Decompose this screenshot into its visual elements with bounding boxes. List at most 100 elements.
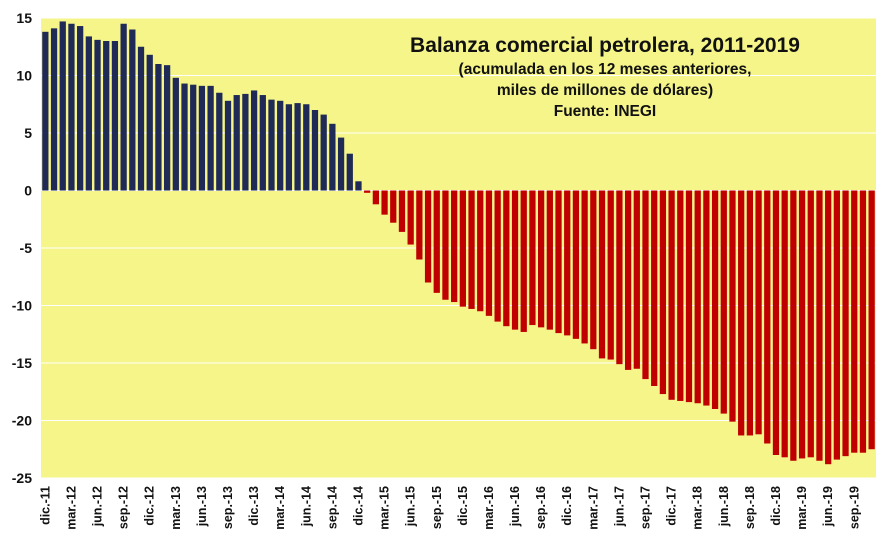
bar <box>572 190 580 339</box>
x-tick-label: sep.-17 <box>639 486 653 529</box>
y-tick-labels: 15 10 5 0 -5 -10 -15 -20 -25 <box>12 10 32 486</box>
bar <box>250 90 258 191</box>
bar <box>598 190 606 359</box>
bar <box>163 65 171 191</box>
bar <box>459 190 466 307</box>
bar <box>259 95 266 191</box>
x-tick-label: jun.-19 <box>821 486 835 527</box>
bar <box>738 190 745 436</box>
bar <box>146 54 153 191</box>
x-tick-label: mar.-15 <box>378 486 392 530</box>
bar <box>729 190 736 422</box>
bar <box>859 190 867 453</box>
bar <box>503 190 510 327</box>
bar <box>207 85 214 191</box>
bar <box>633 190 640 369</box>
x-tick-label: jun.-17 <box>612 486 626 527</box>
bar <box>268 99 275 191</box>
bar <box>294 103 301 191</box>
bar <box>198 85 206 191</box>
x-tick-label: sep.-16 <box>534 486 548 529</box>
x-tick-label: mar.-13 <box>169 486 183 530</box>
grid-lines <box>41 17 876 479</box>
bar <box>94 39 101 191</box>
x-tick-labels: dic.-11 mar.-12 jun.-12 sep.-12 dic.-12 mar.-… <box>38 486 861 530</box>
x-tick-label: dic.-12 <box>143 486 157 526</box>
bar <box>807 190 814 458</box>
bar <box>677 190 684 401</box>
bar <box>433 190 440 293</box>
bar <box>685 190 693 403</box>
x-tick-label: dic.-11 <box>38 486 52 525</box>
bar <box>77 26 84 191</box>
bar <box>172 77 179 191</box>
bar <box>372 190 379 205</box>
bar <box>711 190 719 409</box>
x-tick-label: sep.-19 <box>847 486 861 529</box>
bar <box>651 190 658 386</box>
bar <box>746 190 754 436</box>
y-tick-label: -10 <box>12 298 32 314</box>
x-tick-label: jun.-18 <box>717 486 731 527</box>
bar <box>190 84 197 191</box>
bar <box>842 190 849 457</box>
bar <box>668 190 675 400</box>
bar <box>311 110 319 191</box>
bar <box>277 100 284 191</box>
bar <box>233 95 240 191</box>
x-tick-label: mar.-16 <box>482 486 496 530</box>
bar <box>703 190 710 406</box>
bar <box>624 190 632 370</box>
bar <box>364 190 371 193</box>
bar <box>555 190 562 334</box>
bar <box>285 104 293 191</box>
bar <box>816 190 823 461</box>
bar <box>494 190 501 322</box>
bar <box>477 190 484 312</box>
y-tick-label: 15 <box>16 10 32 26</box>
bar <box>564 190 571 336</box>
bar <box>85 36 92 191</box>
bar <box>381 190 388 215</box>
bar <box>798 190 806 459</box>
chart-subtitle-line2: miles de millones de dólares) <box>496 82 714 99</box>
x-tick-label: sep.-18 <box>743 486 757 529</box>
bar <box>50 28 58 191</box>
bar <box>659 190 667 395</box>
bar <box>329 123 336 191</box>
bar <box>398 190 406 232</box>
bar <box>616 190 623 365</box>
bar <box>111 41 119 191</box>
bar <box>155 64 162 191</box>
bar <box>242 93 249 191</box>
bar <box>755 190 762 435</box>
x-tick-label: jun.-16 <box>508 486 522 527</box>
y-tick-label: 5 <box>24 125 32 141</box>
bar <box>642 190 649 380</box>
bar <box>720 190 727 414</box>
bar <box>520 190 527 332</box>
x-tick-label: sep.-12 <box>117 486 131 529</box>
chart-title: Balanza comercial petrolera, 2011-2019 <box>410 34 800 57</box>
x-tick-label: sep.-15 <box>430 486 444 529</box>
bar <box>181 83 188 191</box>
y-tick-label: -25 <box>12 470 32 486</box>
x-tick-label: dic.-14 <box>351 486 365 526</box>
bar <box>103 41 110 191</box>
bars <box>42 21 875 465</box>
bar <box>511 190 519 330</box>
bar <box>764 190 771 444</box>
bar <box>129 29 136 191</box>
bar <box>485 190 493 316</box>
bar <box>468 190 475 309</box>
bar <box>416 190 423 260</box>
bar <box>224 100 232 191</box>
bar <box>59 21 66 191</box>
x-tick-label: mar.-12 <box>64 486 78 530</box>
bar <box>451 190 458 303</box>
x-tick-label: mar.-18 <box>691 486 705 530</box>
x-tick-label: dic.-16 <box>560 486 574 526</box>
bar <box>346 153 353 191</box>
y-tick-label: -15 <box>12 355 32 371</box>
